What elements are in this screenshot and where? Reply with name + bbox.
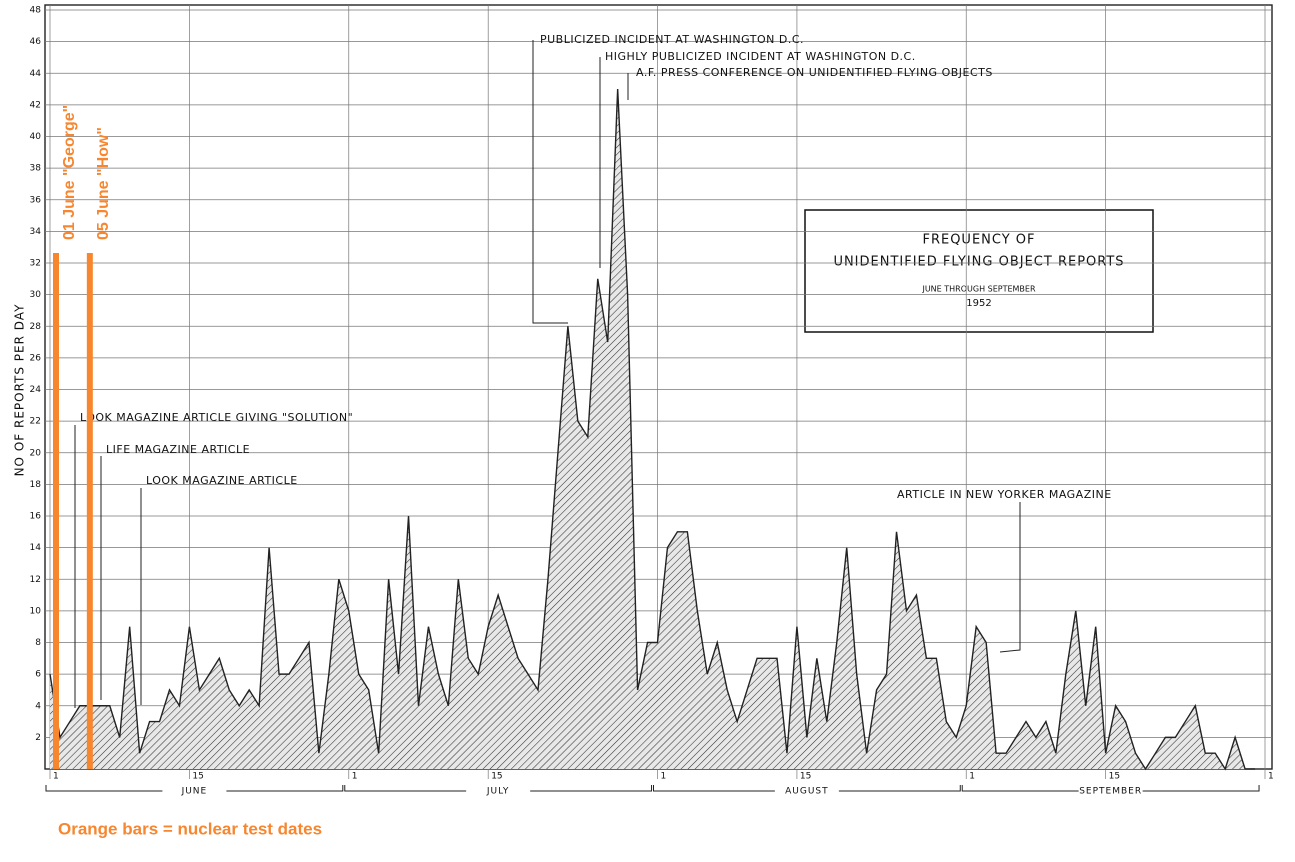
box-subtitle: JUNE THROUGH SEPTEMBER bbox=[921, 285, 1036, 294]
box-title: FREQUENCY OF bbox=[922, 233, 1035, 248]
y-tick-label: 46 bbox=[30, 37, 42, 47]
x-tick-label: 1 bbox=[53, 772, 59, 782]
y-tick-label: 18 bbox=[30, 480, 42, 490]
x-tick-label: 15 bbox=[1109, 772, 1120, 782]
y-axis-label: NO OF REPORTS PER DAY bbox=[13, 304, 27, 477]
y-tick-label: 6 bbox=[35, 670, 41, 680]
title-box bbox=[804, 209, 1154, 333]
y-tick-label: 38 bbox=[30, 164, 42, 174]
x-tick-label: 1 bbox=[661, 772, 667, 782]
y-tick-label: 12 bbox=[30, 575, 41, 585]
event-bar bbox=[53, 253, 59, 769]
annotation-arrow bbox=[532, 40, 568, 324]
y-tick-label: 24 bbox=[30, 385, 42, 395]
annotation: ARTICLE IN NEW YORKER MAGAZINE bbox=[897, 488, 1112, 501]
annotation: PUBLICIZED INCIDENT AT WASHINGTON D.C. bbox=[540, 33, 804, 46]
y-tick-label: 42 bbox=[30, 100, 41, 110]
month-label: JULY bbox=[486, 787, 510, 797]
y-tick-label: 10 bbox=[30, 606, 42, 616]
month-label-bg bbox=[466, 785, 531, 797]
annotation: A.F. PRESS CONFERENCE ON UNIDENTIFIED FL… bbox=[636, 66, 993, 79]
annotation: LOOK MAGAZINE ARTICLE bbox=[146, 474, 298, 487]
y-tick-label: 14 bbox=[30, 543, 42, 553]
y-tick-label: 26 bbox=[30, 353, 42, 363]
x-tick-label: 15 bbox=[491, 772, 502, 782]
y-tick-label: 22 bbox=[30, 417, 41, 427]
month-label-bg bbox=[1078, 785, 1143, 797]
box-subtitle: 1952 bbox=[966, 298, 991, 309]
y-tick-label: 16 bbox=[30, 512, 42, 522]
month-label-bg bbox=[162, 785, 227, 797]
y-tick-label: 34 bbox=[30, 227, 42, 237]
month-label: SEPTEMBER bbox=[1079, 787, 1142, 797]
data-line bbox=[49, 89, 1256, 771]
event-bar bbox=[86, 253, 93, 769]
x-tick-label: 15 bbox=[192, 772, 203, 782]
event-note: Orange bars = nuclear test dates bbox=[58, 819, 322, 838]
annotation-arrow bbox=[999, 502, 1021, 653]
month-label: JUNE bbox=[181, 787, 208, 797]
y-tick-label: 30 bbox=[30, 290, 42, 300]
x-tick-label: 15 bbox=[800, 772, 811, 782]
annotation: LOOK MAGAZINE ARTICLE GIVING "SOLUTION" bbox=[80, 411, 353, 424]
month-label-bg bbox=[774, 785, 839, 797]
box-title: UNIDENTIFIED FLYING OBJECT REPORTS bbox=[833, 255, 1124, 270]
y-tick-label: 44 bbox=[30, 69, 42, 79]
x-tick-label: 1 bbox=[969, 772, 975, 782]
y-tick-label: 8 bbox=[35, 638, 41, 648]
y-tick-label: 40 bbox=[30, 132, 42, 142]
y-tick-label: 48 bbox=[30, 6, 42, 16]
y-tick-label: 20 bbox=[30, 448, 42, 458]
event-label: 05 June "How" bbox=[95, 127, 112, 240]
y-tick-label: 28 bbox=[30, 322, 42, 332]
x-tick-label: 1 bbox=[1268, 772, 1274, 782]
y-tick-label: 36 bbox=[30, 195, 42, 205]
x-tick-label: 1 bbox=[352, 772, 358, 782]
event-label: 01 June "George" bbox=[61, 105, 78, 240]
month-label: AUGUST bbox=[785, 787, 829, 797]
area-fill bbox=[50, 89, 1256, 769]
y-tick-label: 4 bbox=[35, 701, 41, 711]
y-tick-label: 2 bbox=[35, 733, 41, 743]
annotation: HIGHLY PUBLICIZED INCIDENT AT WASHINGTON… bbox=[605, 50, 916, 63]
annotation: LIFE MAGAZINE ARTICLE bbox=[106, 443, 250, 456]
y-tick-label: 32 bbox=[30, 259, 41, 269]
